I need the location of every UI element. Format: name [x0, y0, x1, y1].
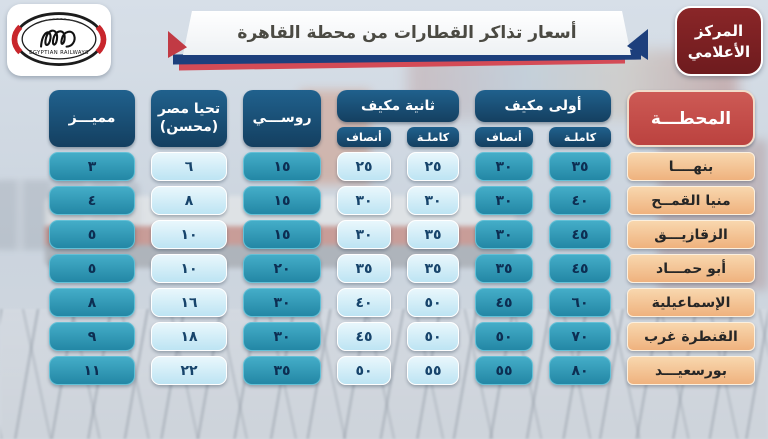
fare-second-half: ٣٠ [337, 186, 391, 215]
fare-first-full: ٧٠ [549, 322, 611, 351]
page-title: أسعار تذاكر القطارات من محطة القاهرة [237, 23, 577, 43]
fare-russian: ٣٥ [243, 356, 321, 385]
fare-tahya: ١٠ [151, 254, 227, 283]
fare-first-full: ٤٠ [549, 186, 611, 215]
fare-first-half: ٤٥ [475, 288, 533, 317]
logo-caption: EGYPTIAN RAILWAYS [29, 50, 89, 56]
fare-tahya: ٨ [151, 186, 227, 215]
media-center-line1: المركز [694, 21, 744, 40]
fare-first-full: ٤٥ [549, 220, 611, 249]
fare-tahya: ١٠ [151, 220, 227, 249]
fare-russian: ٣٠ [243, 322, 321, 351]
fare-second-half: ٤٥ [337, 322, 391, 351]
fare-second-full: ٣٥ [407, 254, 459, 283]
banner-ribbon: أسعار تذاكر القطارات من محطة القاهرة [183, 11, 631, 55]
fare-first-full: ٨٠ [549, 356, 611, 385]
fare-premium: ١١ [49, 356, 135, 385]
title-banner: أسعار تذاكر القطارات من محطة القاهرة [168, 9, 648, 71]
fare-second-full: ٣٠ [407, 186, 459, 215]
fare-first-full: ٣٥ [549, 152, 611, 181]
station-cell: أبو حمـــاد [627, 254, 755, 283]
fare-first-half: ٥٠ [475, 322, 533, 351]
column-header-russian: روســـي [243, 90, 321, 147]
fare-russian: ٣٠ [243, 288, 321, 317]
fare-premium: ٥ [49, 220, 135, 249]
fare-russian: ١٥ [243, 186, 321, 215]
fare-second-full: ٥٠ [407, 322, 459, 351]
fare-first-full: ٦٠ [549, 288, 611, 317]
media-center-line2: الأعلامي [687, 42, 751, 61]
fare-premium: ٩ [49, 322, 135, 351]
fare-second-half: ٢٥ [337, 152, 391, 181]
column-header-tahya-misr: تحيا مصر (محسن) [151, 90, 227, 147]
column-header-station: المحطـــة [627, 90, 755, 147]
tahya-misr-sublabel: (محسن) [159, 118, 219, 135]
column-header-second-ac: ثانية مكيف [337, 90, 459, 122]
fare-first-half: ٣٠ [475, 186, 533, 215]
fare-first-half: ٣٠ [475, 152, 533, 181]
fare-premium: ٤ [49, 186, 135, 215]
fare-premium: ٨ [49, 288, 135, 317]
fare-first-half: ٥٥ [475, 356, 533, 385]
fare-russian: ١٥ [243, 152, 321, 181]
station-cell: منيا القمــح [627, 186, 755, 215]
fare-second-full: ٥٠ [407, 288, 459, 317]
fare-second-full: ٥٥ [407, 356, 459, 385]
fare-first-full: ٤٥ [549, 254, 611, 283]
subheader-second-ac-half: أنصاف [337, 127, 391, 147]
fare-premium: ٥ [49, 254, 135, 283]
fare-tahya: ١٨ [151, 322, 227, 351]
fare-first-half: ٣٥ [475, 254, 533, 283]
fare-table: المحطـــة أولى مكيف كاملـة أنصاف ثانية م… [49, 90, 755, 385]
fare-tahya: ٦ [151, 152, 227, 181]
fare-first-half: ٣٠ [475, 220, 533, 249]
station-cell: الزقازيـــق [627, 220, 755, 249]
subheader-second-ac-full: كاملـة [407, 127, 459, 147]
column-header-premium: مميـــز [49, 90, 135, 147]
station-cell: بنهــــا [627, 152, 755, 181]
railways-logo-icon: EGYPTIAN RAILWAYS [11, 12, 107, 66]
egyptian-railways-logo: EGYPTIAN RAILWAYS [7, 4, 111, 76]
fare-russian: ٢٠ [243, 254, 321, 283]
station-cell: القنطرة غرب [627, 322, 755, 351]
fare-second-full: ٣٥ [407, 220, 459, 249]
fare-tahya: ١٦ [151, 288, 227, 317]
fare-tahya: ٢٢ [151, 356, 227, 385]
station-cell: الإسماعيلية [627, 288, 755, 317]
tahya-misr-label: تحيا مصر [157, 101, 221, 117]
fare-russian: ١٥ [243, 220, 321, 249]
fare-second-full: ٢٥ [407, 152, 459, 181]
station-cell: بورسعيـــد [627, 356, 755, 385]
media-center-badge: المركز الأعلامي [675, 6, 763, 76]
fare-second-half: ٣٠ [337, 220, 391, 249]
column-header-first-ac: أولى مكيف [475, 90, 611, 122]
fare-second-half: ٣٥ [337, 254, 391, 283]
fare-second-half: ٤٠ [337, 288, 391, 317]
subheader-first-ac-half: أنصاف [475, 127, 533, 147]
subheader-first-ac-full: كاملـة [549, 127, 611, 147]
fare-premium: ٣ [49, 152, 135, 181]
fare-second-half: ٥٠ [337, 356, 391, 385]
